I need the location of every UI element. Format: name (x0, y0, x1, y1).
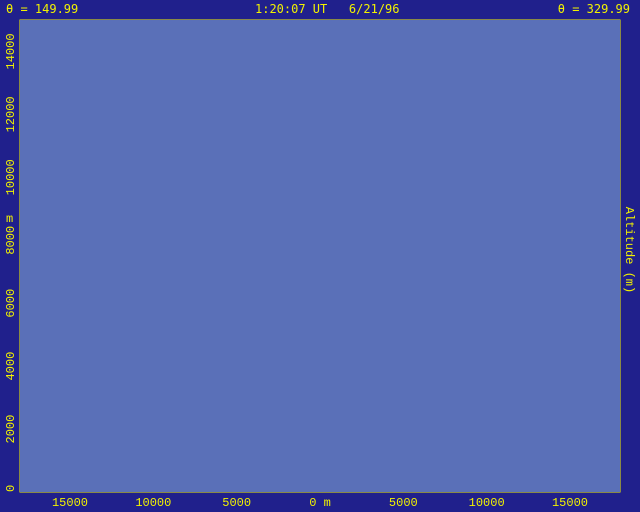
y-tick-label: 2000 (4, 415, 18, 444)
y-tick-label: 12000 (4, 96, 18, 132)
theta-right-label: θ = 329.99 (557, 2, 630, 16)
y-tick-label: 8000 (4, 226, 18, 255)
x-tick-label: 10000 (469, 496, 505, 510)
x-tick-label: 10000 (135, 496, 171, 510)
x-tick-label: 15000 (52, 496, 88, 510)
x-tick-label: 0 m (309, 496, 331, 510)
x-tick-label: 5000 (222, 496, 251, 510)
x-tick-label: 15000 (552, 496, 588, 510)
y-tick-label: 14000 (4, 33, 18, 69)
theta-left-label: θ = 149.99 (6, 2, 79, 16)
y-tick-label: 10000 (4, 159, 18, 195)
x-tick-label: 5000 (389, 496, 418, 510)
plot-area (20, 20, 620, 492)
y-tick-label: 6000 (4, 289, 18, 318)
y-unit-label: m (6, 212, 13, 226)
timestamp-label: 1:20:07 UT 6/21/96 (255, 2, 400, 16)
y-axis-ticks: 0 2000 4000 6000 8000 10000 12000 14000 (4, 33, 18, 492)
y-tick-label: 0 (4, 485, 18, 492)
x-axis-ticks: 15000 10000 5000 0 m 5000 10000 15000 (52, 496, 588, 510)
y-axis-label: Altitude (m) (622, 207, 636, 293)
y-tick-label: 4000 (4, 352, 18, 381)
